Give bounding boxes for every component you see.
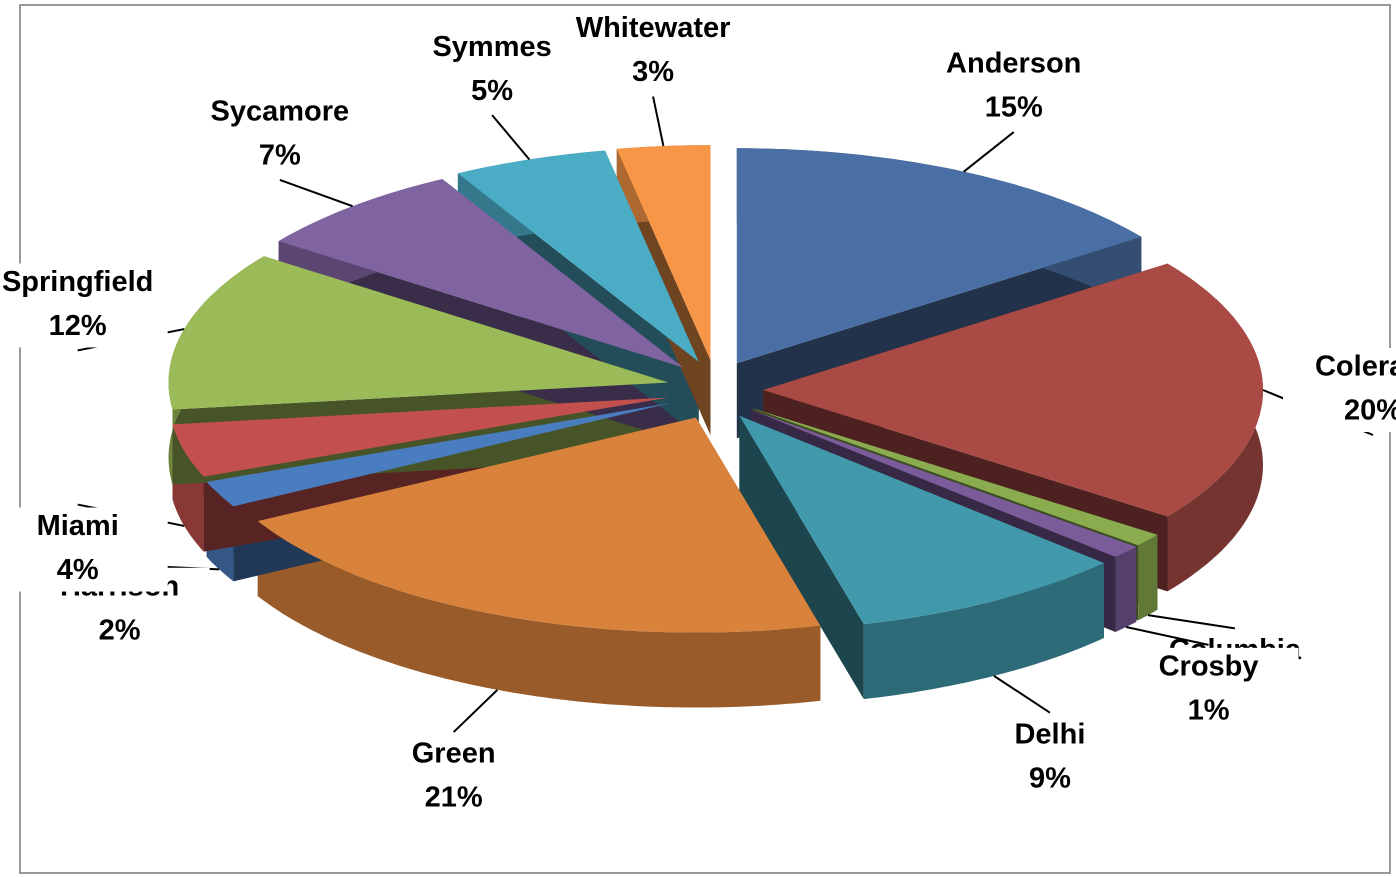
- slice: [739, 415, 1104, 625]
- leader-line: [452, 689, 499, 733]
- value-label: 4%: [57, 554, 99, 586]
- value-label: 1%: [1188, 695, 1230, 727]
- slice-side: [257, 521, 821, 708]
- slice: [763, 263, 1263, 517]
- label-bg: [363, 735, 544, 820]
- value-label: 5%: [471, 75, 513, 107]
- value-label: 7%: [259, 140, 301, 172]
- label-bg: [923, 45, 1104, 130]
- value-label: 20%: [1344, 395, 1396, 427]
- slice: [752, 408, 1158, 546]
- leader-line: [1147, 614, 1236, 630]
- value-label: 12%: [49, 310, 107, 342]
- label-bg: [0, 263, 168, 348]
- category-label: Sycamore: [211, 96, 350, 128]
- category-label: Miami: [37, 510, 119, 542]
- slice: [616, 145, 711, 361]
- slice: [172, 397, 669, 477]
- category-label: Green: [412, 738, 496, 770]
- slice: [278, 179, 684, 368]
- label-bg: [1283, 348, 1396, 432]
- labels: Anderson15%Colerain20%Columbia1%Crosby1%…: [0, 9, 1396, 820]
- slice: [257, 417, 821, 633]
- label-bg: [0, 507, 168, 592]
- value-label: 15%: [985, 92, 1043, 124]
- value-label: 3%: [632, 56, 674, 88]
- value-label: 9%: [1029, 762, 1071, 794]
- leader-line: [652, 96, 665, 147]
- category-label: Whitewater: [576, 12, 731, 44]
- slice: [206, 402, 672, 507]
- category-label: Delhi: [1014, 718, 1085, 750]
- slice: [168, 256, 669, 410]
- label-bg: [402, 28, 583, 113]
- slice-wall: [739, 415, 864, 700]
- leader-line: [279, 179, 353, 208]
- leader-line: [993, 675, 1051, 714]
- category-label: Colerain: [1315, 351, 1396, 383]
- leader-line: [963, 131, 1015, 173]
- label-bg: [189, 92, 370, 177]
- slice: [736, 148, 1142, 364]
- value-label: 21%: [425, 782, 483, 814]
- value-label: 2%: [99, 614, 141, 646]
- slice: [751, 409, 1137, 557]
- leader-line: [1125, 626, 1209, 646]
- slice-tops: [168, 145, 1263, 633]
- slice-side: [863, 563, 1104, 700]
- category-label: Anderson: [946, 48, 1081, 80]
- category-label: Springfield: [2, 266, 153, 298]
- category-label: Symmes: [432, 31, 551, 63]
- category-label: Crosby: [1159, 651, 1259, 683]
- label-bg: [1118, 647, 1299, 732]
- leader-line: [491, 114, 531, 161]
- label-bg: [563, 9, 744, 94]
- label-bg: [959, 715, 1140, 800]
- slice-side: [1115, 546, 1137, 632]
- slice: [457, 150, 699, 362]
- slice-side: [1138, 534, 1158, 621]
